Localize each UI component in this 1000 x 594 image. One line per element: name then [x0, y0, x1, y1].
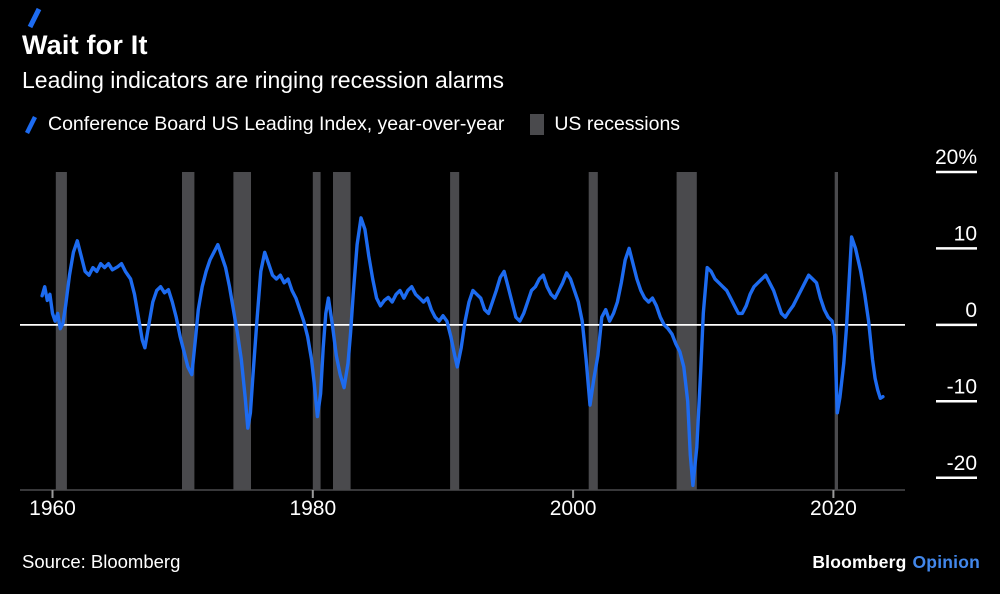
y-tick-label: 20%	[935, 146, 977, 169]
legend-item-recessions: US recessions	[530, 113, 680, 136]
legend: Conference Board US Leading Index, year-…	[24, 113, 680, 136]
recession-band	[333, 172, 351, 490]
y-tick-label: -10	[947, 375, 977, 398]
x-tick-label: 2020	[810, 497, 857, 520]
chart-subtitle: Leading indicators are ringing recession…	[22, 67, 504, 93]
legend-slash-stroke	[24, 115, 38, 134]
legend-series-label: Conference Board US Leading Index, year-…	[48, 113, 505, 135]
brand-logo: Bloomberg Opinion	[812, 552, 980, 573]
recession-band	[834, 172, 838, 490]
y-tick-label: 10	[954, 222, 977, 245]
brand-bloomberg: Bloomberg	[812, 552, 907, 572]
y-tick-label: -20	[947, 452, 977, 475]
slash-stroke	[27, 7, 42, 29]
series-line	[40, 216, 885, 488]
recession-band	[182, 172, 195, 490]
legend-item-series: Conference Board US Leading Index, year-…	[24, 113, 504, 136]
recession-band	[588, 172, 598, 490]
recession-band	[55, 172, 67, 490]
x-tick-label: 2000	[550, 497, 597, 520]
brand-opinion: Opinion	[912, 552, 980, 572]
x-tick-label: 1960	[29, 497, 76, 520]
line-series-swatch-icon	[24, 115, 38, 134]
x-tick-label: 1980	[289, 497, 336, 520]
recession-band	[312, 172, 321, 490]
source-label: Source: Bloomberg	[22, 551, 181, 572]
recession-swatch-icon	[530, 114, 545, 135]
chart-title: Wait for It	[22, 30, 148, 60]
bloomberg-slash-icon	[27, 7, 42, 29]
legend-recessions-label: US recessions	[554, 113, 681, 135]
recession-band	[450, 172, 460, 490]
y-tick-label: 0	[965, 299, 977, 322]
recession-band	[676, 172, 697, 490]
